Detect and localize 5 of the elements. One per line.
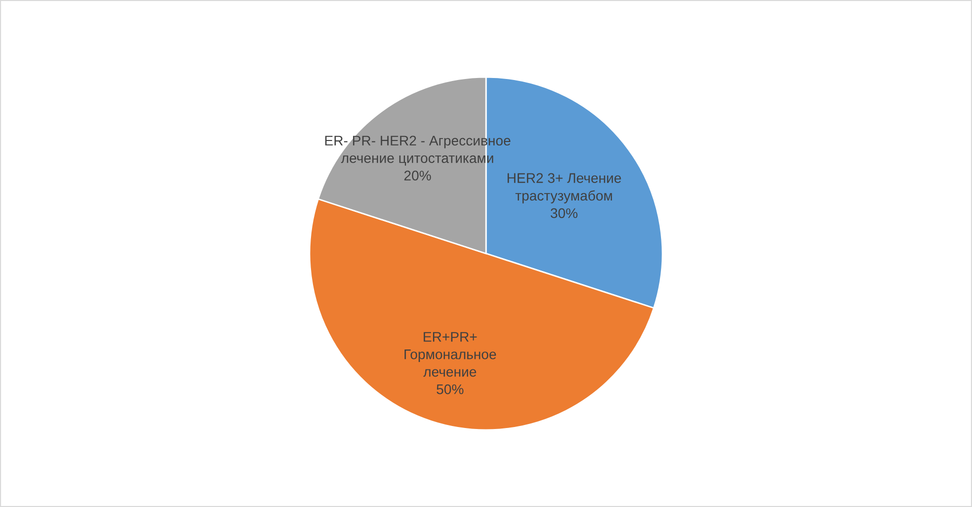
data-label: 30% bbox=[550, 208, 578, 218]
slice-label: ER+PR+ Гормональное лечение bbox=[404, 332, 496, 377]
data-label: 50% bbox=[436, 384, 464, 394]
slice-label: HER2 3+ Лечение трастузумабом bbox=[508, 173, 621, 204]
data-label: 20% bbox=[404, 170, 431, 180]
